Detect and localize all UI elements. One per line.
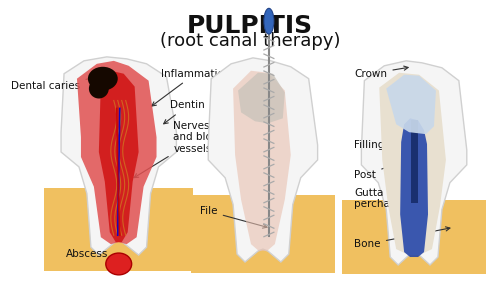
- Polygon shape: [380, 73, 446, 255]
- Text: Nerves
and blood
vessels: Nerves and blood vessels: [134, 121, 226, 178]
- Polygon shape: [386, 75, 436, 134]
- Polygon shape: [362, 61, 467, 265]
- Text: Filling: Filling: [354, 115, 418, 150]
- Text: Dental caries: Dental caries: [12, 76, 99, 91]
- Polygon shape: [400, 118, 428, 257]
- Text: Crown: Crown: [354, 66, 408, 79]
- FancyBboxPatch shape: [192, 195, 334, 273]
- Text: Abscess: Abscess: [66, 249, 115, 264]
- Text: Bone: Bone: [354, 227, 450, 249]
- FancyBboxPatch shape: [410, 120, 418, 202]
- Polygon shape: [99, 71, 138, 242]
- FancyBboxPatch shape: [342, 200, 486, 274]
- Polygon shape: [61, 57, 176, 255]
- Text: Gutta
percha: Gutta percha: [354, 188, 420, 209]
- Polygon shape: [208, 58, 318, 262]
- Ellipse shape: [106, 253, 132, 275]
- Polygon shape: [238, 73, 285, 123]
- Text: PULPITIS: PULPITIS: [187, 14, 313, 38]
- Text: (root canal therapy): (root canal therapy): [160, 32, 340, 50]
- Ellipse shape: [264, 8, 274, 34]
- Text: File: File: [200, 206, 267, 228]
- Text: Inflammation: Inflammation: [152, 69, 230, 106]
- Text: Dentin: Dentin: [164, 100, 205, 124]
- Text: Post: Post: [354, 158, 412, 180]
- Ellipse shape: [88, 67, 118, 91]
- FancyBboxPatch shape: [44, 188, 194, 271]
- Polygon shape: [233, 71, 291, 251]
- Polygon shape: [77, 61, 156, 244]
- Ellipse shape: [89, 79, 109, 98]
